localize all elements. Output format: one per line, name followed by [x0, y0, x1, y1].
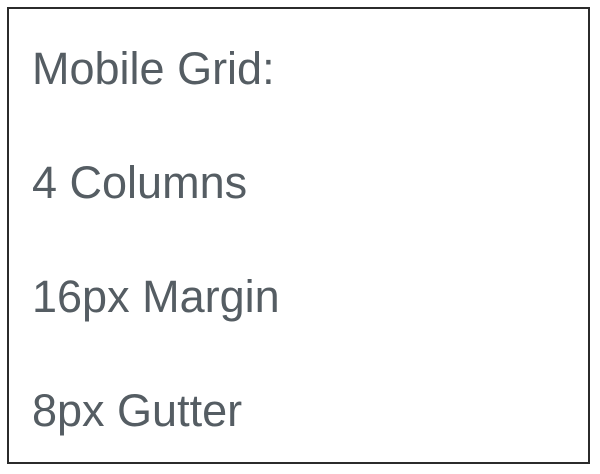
mobile-grid-spec-card: Mobile Grid: 4 Columns 16px Margin 8px G…: [7, 7, 590, 464]
grid-gutter-text: 8px Gutter: [32, 385, 243, 436]
grid-margin-text: 16px Margin: [32, 271, 280, 322]
grid-title: Mobile Grid:: [32, 43, 275, 94]
grid-columns-text: 4 Columns: [32, 157, 248, 208]
